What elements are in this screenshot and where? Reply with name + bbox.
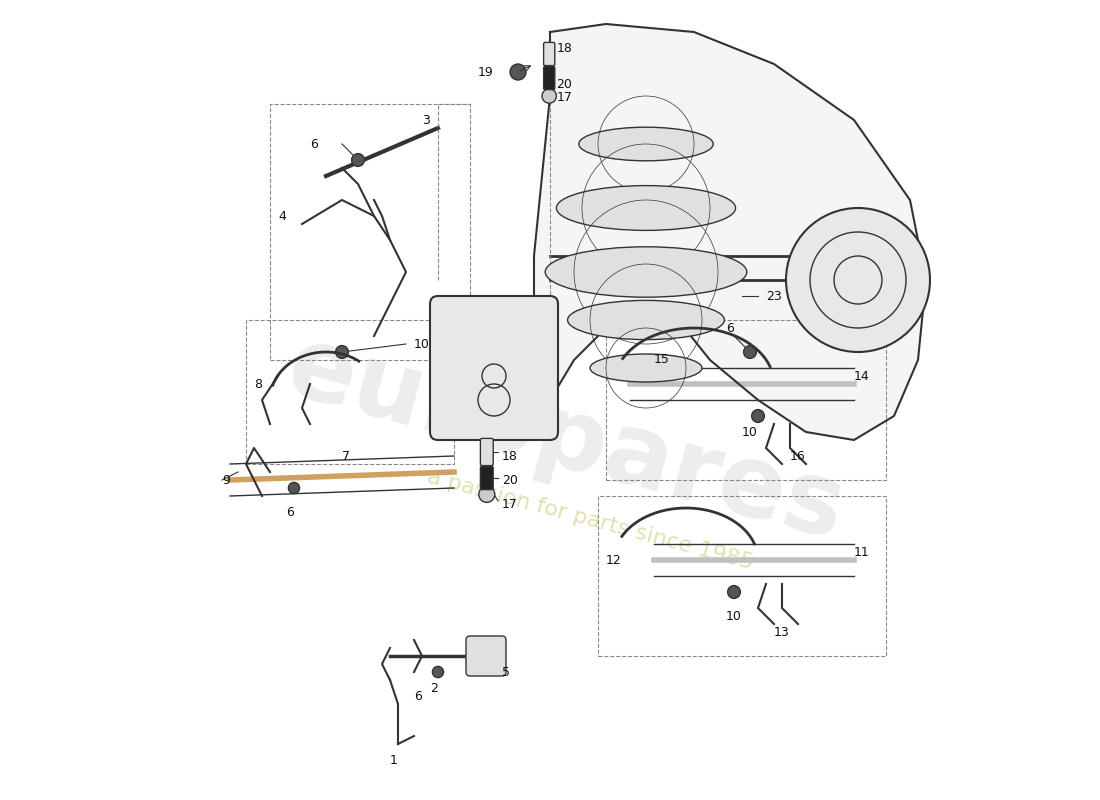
Text: 1: 1 bbox=[390, 754, 398, 766]
FancyBboxPatch shape bbox=[430, 296, 558, 440]
Text: 18: 18 bbox=[557, 42, 572, 54]
FancyBboxPatch shape bbox=[543, 42, 554, 66]
Ellipse shape bbox=[568, 300, 725, 339]
Text: 16: 16 bbox=[790, 450, 805, 462]
Circle shape bbox=[744, 346, 757, 358]
Text: 4: 4 bbox=[278, 210, 286, 222]
Text: 23: 23 bbox=[766, 290, 782, 302]
Circle shape bbox=[478, 486, 495, 502]
Circle shape bbox=[727, 586, 740, 598]
Text: 17: 17 bbox=[557, 91, 572, 104]
Text: 15: 15 bbox=[654, 354, 670, 366]
Text: 13: 13 bbox=[774, 626, 790, 638]
Circle shape bbox=[786, 208, 930, 352]
Ellipse shape bbox=[590, 354, 702, 382]
Text: 3: 3 bbox=[422, 114, 430, 126]
Circle shape bbox=[352, 154, 364, 166]
Text: 19: 19 bbox=[478, 66, 494, 78]
Polygon shape bbox=[534, 24, 926, 440]
Text: 6: 6 bbox=[726, 322, 734, 334]
Circle shape bbox=[432, 666, 443, 678]
FancyBboxPatch shape bbox=[543, 66, 554, 90]
Text: 5: 5 bbox=[502, 666, 510, 678]
Circle shape bbox=[542, 89, 557, 103]
Ellipse shape bbox=[579, 127, 713, 161]
Text: 2: 2 bbox=[430, 682, 438, 694]
Text: 7: 7 bbox=[342, 450, 350, 462]
Ellipse shape bbox=[557, 186, 736, 230]
Circle shape bbox=[751, 410, 764, 422]
Text: 20: 20 bbox=[502, 474, 518, 486]
Text: 17: 17 bbox=[502, 498, 518, 510]
FancyBboxPatch shape bbox=[481, 438, 493, 466]
Text: 20: 20 bbox=[557, 78, 572, 90]
Text: a passion for parts since 1985: a passion for parts since 1985 bbox=[425, 466, 756, 574]
Ellipse shape bbox=[546, 246, 747, 297]
Text: 9: 9 bbox=[222, 474, 230, 486]
Circle shape bbox=[510, 64, 526, 80]
Circle shape bbox=[336, 346, 349, 358]
Text: 14: 14 bbox=[854, 370, 870, 382]
Text: 10: 10 bbox=[726, 610, 741, 622]
Text: 12: 12 bbox=[606, 554, 621, 566]
Text: 6: 6 bbox=[310, 138, 318, 150]
Text: europares: europares bbox=[277, 319, 855, 561]
Text: 11: 11 bbox=[854, 546, 870, 558]
Text: 6: 6 bbox=[286, 506, 294, 518]
Circle shape bbox=[288, 482, 299, 494]
Text: 10: 10 bbox=[742, 426, 758, 438]
Text: 10: 10 bbox=[414, 338, 430, 350]
FancyBboxPatch shape bbox=[466, 636, 506, 676]
Text: 6: 6 bbox=[414, 690, 422, 702]
Text: 18: 18 bbox=[502, 450, 518, 462]
Text: 8: 8 bbox=[254, 378, 262, 390]
FancyBboxPatch shape bbox=[481, 466, 493, 490]
